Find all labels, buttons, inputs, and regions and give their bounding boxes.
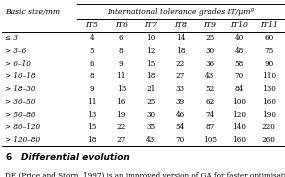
Text: > 120–80: > 120–80 <box>5 136 40 144</box>
Text: 30: 30 <box>205 47 214 55</box>
Text: > 80–120: > 80–120 <box>5 123 40 131</box>
Text: > 6–10: > 6–10 <box>5 59 31 68</box>
Text: IT8: IT8 <box>174 21 187 29</box>
Text: 21: 21 <box>146 85 155 93</box>
Text: 18: 18 <box>87 136 96 144</box>
Text: 39: 39 <box>176 98 185 106</box>
Text: 22: 22 <box>176 59 185 68</box>
Text: IT7: IT7 <box>144 21 157 29</box>
Text: 33: 33 <box>176 85 185 93</box>
Text: 11: 11 <box>87 98 96 106</box>
Text: 19: 19 <box>117 110 126 119</box>
Text: 130: 130 <box>262 85 276 93</box>
Text: 74: 74 <box>205 110 214 119</box>
Text: IT9: IT9 <box>203 21 216 29</box>
Text: > 18–30: > 18–30 <box>5 85 36 93</box>
Text: 22: 22 <box>117 123 126 131</box>
Text: 12: 12 <box>146 47 155 55</box>
Text: > 3–6: > 3–6 <box>5 47 27 55</box>
Text: 27: 27 <box>176 72 185 80</box>
Text: > 50–80: > 50–80 <box>5 110 36 119</box>
Text: 36: 36 <box>205 59 214 68</box>
Text: 160: 160 <box>232 136 246 144</box>
Text: 220: 220 <box>262 123 276 131</box>
Text: 13: 13 <box>87 110 96 119</box>
Text: 9: 9 <box>119 59 123 68</box>
Text: 18: 18 <box>146 72 155 80</box>
Text: 35: 35 <box>146 123 155 131</box>
Text: 60: 60 <box>264 34 273 42</box>
Text: 10: 10 <box>146 34 155 42</box>
Text: 11: 11 <box>117 72 126 80</box>
Text: > 10–18: > 10–18 <box>5 72 36 80</box>
Text: 160: 160 <box>262 98 276 106</box>
Text: 46: 46 <box>176 110 185 119</box>
Text: 5: 5 <box>89 47 94 55</box>
Text: 87: 87 <box>205 123 214 131</box>
Text: 8: 8 <box>119 47 123 55</box>
Text: 54: 54 <box>176 123 185 131</box>
Text: 6: 6 <box>5 153 11 162</box>
Text: 48: 48 <box>235 47 244 55</box>
Text: 70: 70 <box>235 72 244 80</box>
Text: DE (Price and Storn, 1997) is an improved version of GA for faster optimisation.: DE (Price and Storn, 1997) is an improve… <box>5 172 285 177</box>
Text: International tolerance grades IT/μmª: International tolerance grades IT/μmª <box>107 8 254 16</box>
Text: 43: 43 <box>205 72 214 80</box>
Text: 75: 75 <box>264 47 273 55</box>
Text: 16: 16 <box>117 98 126 106</box>
Text: 62: 62 <box>205 98 214 106</box>
Text: 18: 18 <box>176 47 185 55</box>
Text: 140: 140 <box>232 123 246 131</box>
Text: 120: 120 <box>232 110 246 119</box>
Text: 30: 30 <box>146 110 155 119</box>
Text: IT11: IT11 <box>260 21 278 29</box>
Text: Basic size/mm: Basic size/mm <box>5 8 60 16</box>
Text: 260: 260 <box>262 136 276 144</box>
Text: 70: 70 <box>176 136 185 144</box>
Text: 58: 58 <box>235 59 244 68</box>
Text: 15: 15 <box>87 123 96 131</box>
Text: Differential evolution: Differential evolution <box>21 153 130 162</box>
Text: 4: 4 <box>89 34 94 42</box>
Text: 190: 190 <box>262 110 276 119</box>
Text: 9: 9 <box>89 85 94 93</box>
Text: 90: 90 <box>264 59 273 68</box>
Text: 6: 6 <box>119 34 123 42</box>
Text: 27: 27 <box>117 136 126 144</box>
Text: 15: 15 <box>146 59 155 68</box>
Text: IT6: IT6 <box>115 21 128 29</box>
Text: 13: 13 <box>117 85 126 93</box>
Text: 6: 6 <box>89 59 94 68</box>
Text: 14: 14 <box>176 34 185 42</box>
Text: 84: 84 <box>235 85 244 93</box>
Text: 110: 110 <box>262 72 276 80</box>
Text: 105: 105 <box>203 136 217 144</box>
Text: IT10: IT10 <box>230 21 248 29</box>
Text: 43: 43 <box>146 136 155 144</box>
Text: > 30–50: > 30–50 <box>5 98 36 106</box>
Text: IT5: IT5 <box>85 21 98 29</box>
Text: 40: 40 <box>235 34 244 42</box>
Text: 52: 52 <box>205 85 214 93</box>
Text: 25: 25 <box>146 98 155 106</box>
Text: ≤ 3: ≤ 3 <box>5 34 18 42</box>
Text: 25: 25 <box>205 34 214 42</box>
Text: 8: 8 <box>89 72 94 80</box>
Text: 100: 100 <box>232 98 246 106</box>
